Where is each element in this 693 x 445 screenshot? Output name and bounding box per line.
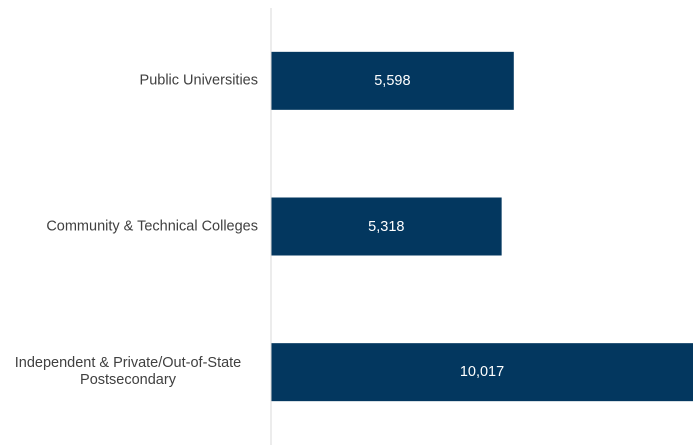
y-tick-label: Community & Technical Colleges [0,218,258,235]
y-tick-label: Public Universities [0,72,258,89]
y-tick-label: Independent & Private/Out-of-State Posts… [0,355,258,389]
bar [271,51,514,110]
bar [271,343,693,402]
y-tick-label-text: Public Universities [139,72,258,89]
data-label: 5,318 [368,219,404,235]
bar [271,197,502,256]
data-label-text: 10,017 [459,364,505,381]
data-label-text: 5,318 [368,218,405,235]
data-label: 10,017 [460,364,504,380]
y-tick-label-text: Independent & Private/Out-of-State Posts… [14,355,242,389]
data-label: 5,598 [374,73,410,89]
y-tick-label-text: Community & Technical Colleges [46,218,258,234]
data-label-text: 5,598 [374,72,411,89]
